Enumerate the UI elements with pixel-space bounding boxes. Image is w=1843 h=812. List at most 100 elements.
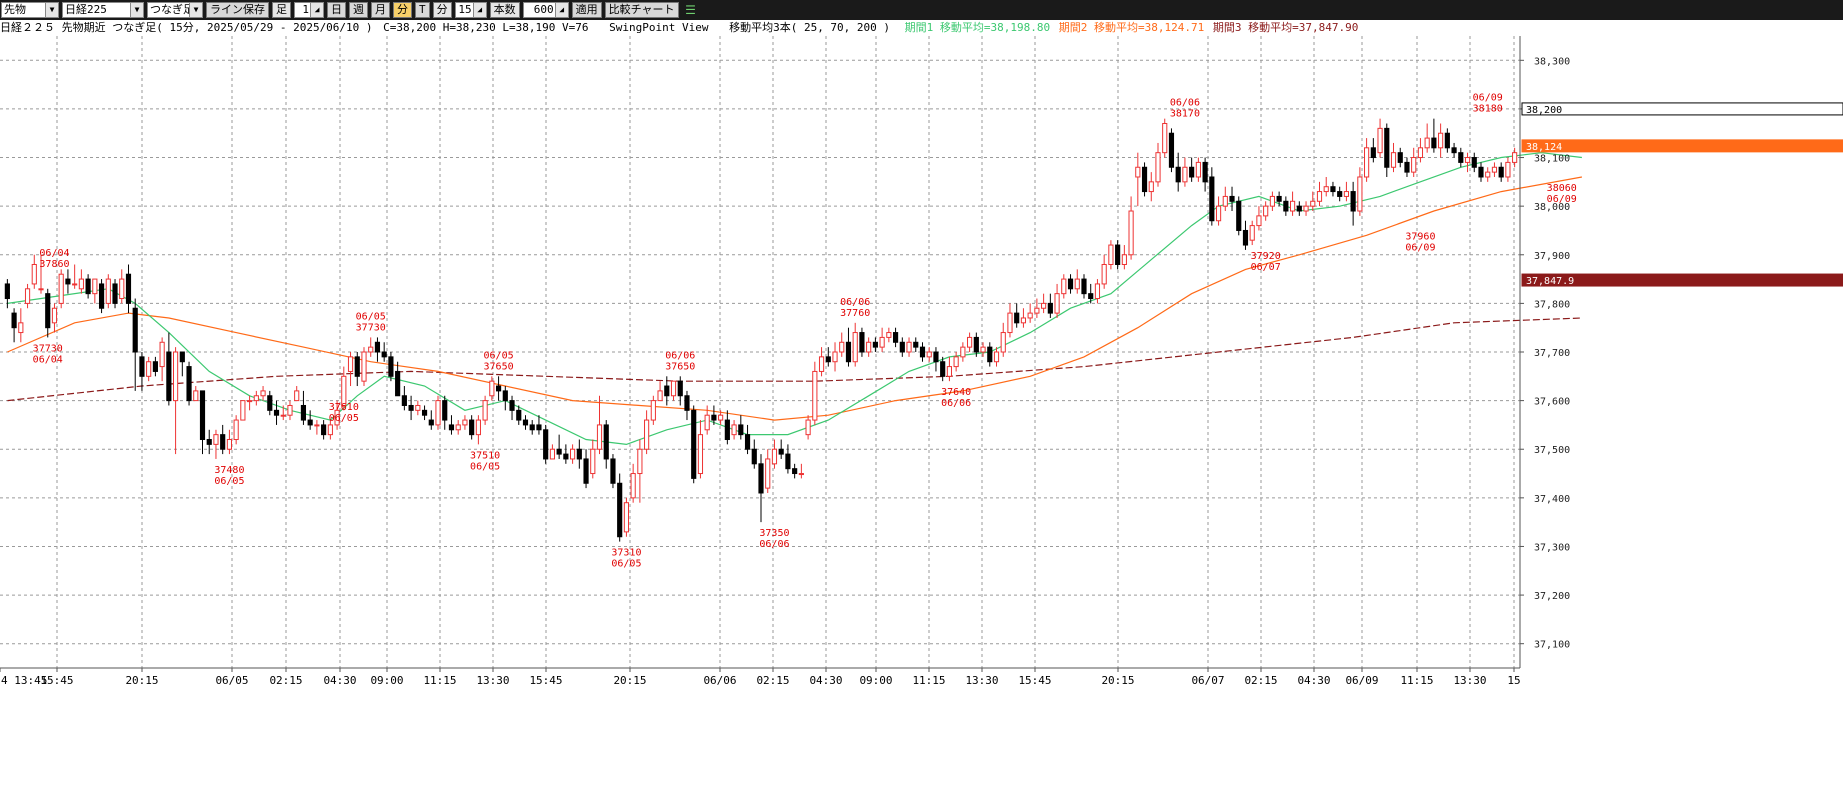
candle-body [105,278,111,304]
candle-body [1195,161,1201,178]
candle-body [475,419,481,436]
candle-body [119,278,125,300]
bar-step-input[interactable]: 1 ◢ [294,2,324,18]
candle [617,473,623,542]
candle-body [549,448,555,460]
candle-body [1027,312,1033,319]
candle-body [886,332,892,338]
candle [913,337,919,352]
candle-body [442,400,448,421]
candle [92,278,98,304]
candle-body [1370,147,1376,159]
candle [347,352,354,387]
candle [31,254,37,289]
candle [388,352,394,382]
candle-body [1061,278,1067,295]
candle-body [1276,195,1282,202]
candle-body [993,351,1000,363]
candle [852,322,858,367]
candle [193,386,199,402]
candle [1074,269,1080,294]
candle-body [738,424,744,436]
candle [334,400,340,430]
candle-body [267,395,273,411]
candle-body [1444,132,1450,149]
candle [105,274,111,309]
candle [300,390,307,425]
symbol-select[interactable]: 日経225 ▼ [62,2,144,18]
candle-body [1108,244,1114,265]
candle-body [859,332,865,353]
candle-body [1323,186,1329,193]
candle [381,342,387,362]
interval-input[interactable]: 15 ◢ [454,2,487,18]
candle [1094,279,1101,304]
candle [502,386,508,411]
count-input[interactable]: 600 ◢ [522,2,569,18]
swing-price: 37960 [1405,232,1435,243]
candle [119,269,125,304]
candle [469,415,475,440]
candle-body [556,448,562,455]
swing-price: 38180 [1473,104,1503,115]
candle [1014,303,1020,328]
candle [758,454,764,523]
candle [408,395,414,421]
period-day-button[interactable]: 日 [327,2,346,18]
count-value: 600 [533,3,554,16]
candle-body [657,390,663,402]
candle [1135,152,1141,207]
candle-body [401,395,407,406]
candle-body [24,288,31,304]
save-line-button[interactable]: ライン保存 [206,2,269,18]
interval-value: 15 [458,3,472,16]
apply-button[interactable]: 適用 [571,2,602,18]
candle-body [765,458,771,489]
candle [1034,298,1040,318]
candle [1505,157,1511,182]
candle-body [381,351,387,358]
candle [711,405,717,425]
period-week-button[interactable]: 週 [349,2,368,18]
market-select[interactable]: 先物 ▼ [1,2,59,18]
candle-body [132,307,138,353]
candle-body [240,400,246,421]
minute-label: 分 [432,2,452,18]
compare-chart-button[interactable]: 比較チャート [604,2,679,18]
candle-body [1330,186,1336,193]
period-minute-button[interactable]: 分 [393,2,412,18]
contract-type-select[interactable]: つなぎ足 ▼ [147,2,203,18]
swing-date: 06/04 [39,248,69,259]
candle [247,395,253,411]
period-month-button[interactable]: 月 [371,2,390,18]
candle [1041,293,1047,314]
candle [455,420,461,435]
candle-body [1269,195,1275,207]
swing-price: 37760 [840,308,870,319]
candle-body [280,414,286,417]
period-tick-button[interactable]: T [415,2,430,18]
candle-body [1303,205,1309,212]
candle-body [462,419,468,426]
candle [146,356,152,382]
candle-body [374,341,381,353]
candle [529,420,535,435]
chart-lines-icon[interactable]: ☰ [685,3,696,17]
candle-body [664,385,670,397]
candle-body [166,351,172,402]
candle-body [1451,147,1457,154]
candle [630,463,636,503]
candle [186,361,192,406]
candle-body [388,356,394,377]
candle [173,347,179,455]
candle-body [630,473,636,499]
swing-price: 38060 [1547,183,1577,194]
x-tick-label: 15:45 [529,674,562,687]
candle-body [482,400,488,421]
candle [576,439,582,469]
